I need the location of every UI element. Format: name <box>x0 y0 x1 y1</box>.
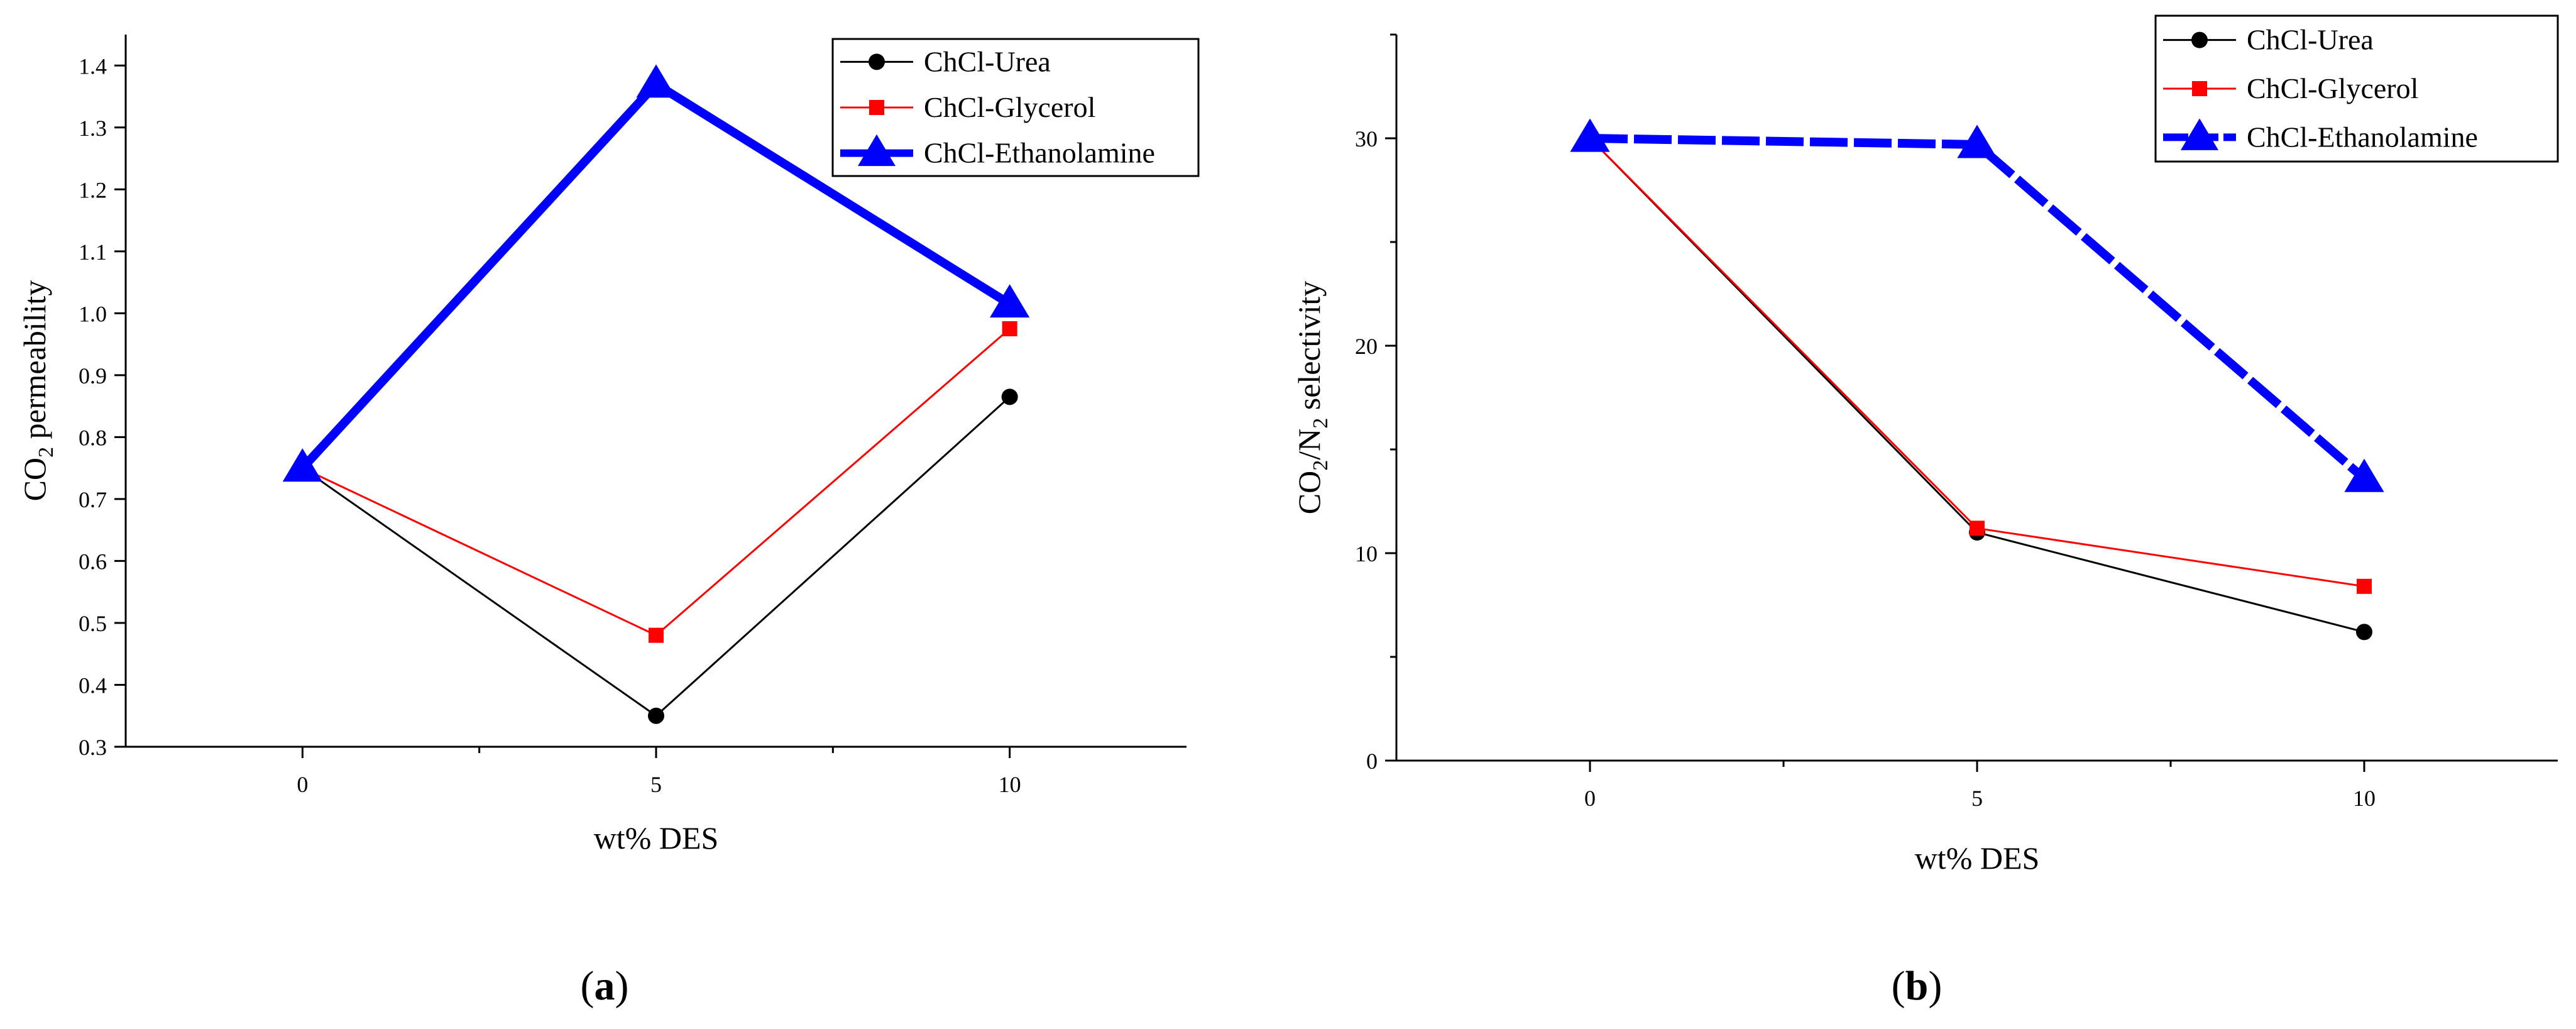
chart-b-axes: 0 5 10 0 10 20 30 <box>1355 33 2558 811</box>
chart-a-x-tick-label: 10 <box>999 772 1021 797</box>
chart-b-x-axis-label: wt% DES <box>1915 840 2040 876</box>
chart-a-y-tick-label: 1.2 <box>79 177 107 202</box>
chart-b-y-tick-label: 10 <box>1355 541 1378 566</box>
chart-a-ylabel-part: permeability <box>17 280 52 447</box>
chart-a-series-chcl-ethanolamine <box>282 64 1030 482</box>
chart-a-panel-label: (a) <box>581 963 629 1009</box>
chart-a-point-chcl-ethanolamine-0 <box>282 448 322 482</box>
chart-a-legend-label: ChCl-Ethanolamine <box>924 137 1155 169</box>
chart-a-panel-letter: a <box>595 963 615 1009</box>
chart-a-point-chcl-glycerol-10 <box>1002 321 1017 336</box>
chart-a-y-tick-label: 1.1 <box>79 239 107 265</box>
chart-b-legend-label: ChCl-Glycerol <box>2247 72 2418 104</box>
chart-b-ylabel-part: selectivity <box>1291 281 1327 418</box>
chart-b-x-tick-label: 5 <box>1971 786 1983 811</box>
chart-b-point-chcl-glycerol-10 <box>2357 578 2372 594</box>
chart-b-panel-letter: b <box>1905 963 1929 1009</box>
chart-a-x-axis-label: wt% DES <box>594 820 719 856</box>
chart-a-point-chcl-urea-5 <box>648 707 664 724</box>
chart-b-legend-label: ChCl-Ethanolamine <box>2247 121 2478 153</box>
chart-a-series <box>282 64 1030 724</box>
chart-b-legend-label: ChCl-Urea <box>2247 24 2374 56</box>
chart-a-y-tick-label: 1.4 <box>79 53 107 79</box>
chart-b-legend: ChCl-Urea ChCl-Glycerol ChCl-Ethanolamine <box>2154 14 2559 163</box>
chart-a-y-tick-label: 0.8 <box>79 425 107 450</box>
chart-a-ylabel-subscript: 2 <box>35 447 58 458</box>
chart-a-point-chcl-glycerol-5 <box>649 627 664 643</box>
chart-b-ylabel-part: /N <box>1291 429 1327 460</box>
chart-a-y-tick-label: 0.7 <box>79 487 107 512</box>
chart-a-y-tick-label: 1.3 <box>79 116 107 141</box>
chart-a-y-tick-label: 0.9 <box>79 363 107 388</box>
chart-b-legend-marker <box>2180 118 2219 150</box>
chart-b-y-axis-label: CO2/N2 selectivity <box>1291 281 1332 514</box>
chart-a-point-chcl-ethanolamine-5 <box>636 64 676 98</box>
chart-b-point-chcl-ethanolamine-5 <box>1957 124 1997 158</box>
chart-a-permeability: 0 5 10 0.3 0.4 0.5 0.6 0.7 0.8 0.9 1.0 1.1 1.2 1.3 1.4… <box>17 35 1200 1009</box>
chart-b-y-tick-label: 0 <box>1366 749 1378 774</box>
chart-a-point-chcl-ethanolamine-10 <box>990 284 1030 318</box>
chart-b-series-chcl-ethanolamine <box>1570 118 2384 492</box>
chart-a-legend-marker <box>869 53 885 70</box>
chart-b-point-chcl-ethanolamine-0 <box>1570 118 1610 152</box>
chart-b-ylabel-subscript: 2 <box>1309 460 1332 471</box>
chart-b-legend-marker <box>2191 31 2208 48</box>
chart-b-point-chcl-urea-10 <box>2356 624 2372 641</box>
chart-a-y-axis-label: CO2 permeability <box>17 280 58 502</box>
chart-b-x-tick-label: 0 <box>1584 786 1596 811</box>
chart-a-legend-label: ChCl-Glycerol <box>924 91 1095 123</box>
chart-b-x-tick-label: 10 <box>2353 786 2376 811</box>
chart-a-ylabel-part: CO <box>17 458 52 501</box>
chart-a-point-chcl-urea-10 <box>1001 388 1018 405</box>
chart-b-series <box>1570 118 2384 641</box>
chart-b-point-chcl-glycerol-5 <box>1970 520 1985 536</box>
chart-b-point-chcl-ethanolamine-10 <box>2344 458 2384 492</box>
chart-a-y-tick-label: 0.5 <box>79 611 107 636</box>
chart-a-y-tick-label: 0.6 <box>79 549 107 574</box>
chart-a-legend-marker <box>869 100 884 115</box>
chart-a-y-tick-label: 0.4 <box>79 673 107 698</box>
chart-a-axes: 0 5 10 0.3 0.4 0.5 0.6 0.7 0.8 0.9 1.0 1.1 1.2 1.3 1.4 <box>79 35 1187 797</box>
chart-a-x-tick-label: 5 <box>650 772 662 797</box>
chart-b-ylabel-part: CO <box>1291 471 1327 514</box>
chart-b-y-tick-label: 30 <box>1355 126 1378 151</box>
chart-b-y-tick-label: 20 <box>1355 334 1378 359</box>
chart-b-legend-marker <box>2192 81 2207 96</box>
chart-a-legend-marker <box>857 134 896 167</box>
chart-b-ylabel-subscript: 2 <box>1309 418 1332 429</box>
chart-b-panel-label: (b) <box>1892 963 1943 1009</box>
chart-a-y-tick-label: 1.0 <box>79 301 107 326</box>
chart-a-y-tick-label: 0.3 <box>79 735 107 760</box>
chart-a-legend-label: ChCl-Urea <box>924 45 1051 77</box>
chart-a-x-tick-label: 0 <box>297 772 308 797</box>
chart-a-legend: ChCl-Urea ChCl-Glycerol ChCl-Ethanolamine <box>831 38 1200 177</box>
